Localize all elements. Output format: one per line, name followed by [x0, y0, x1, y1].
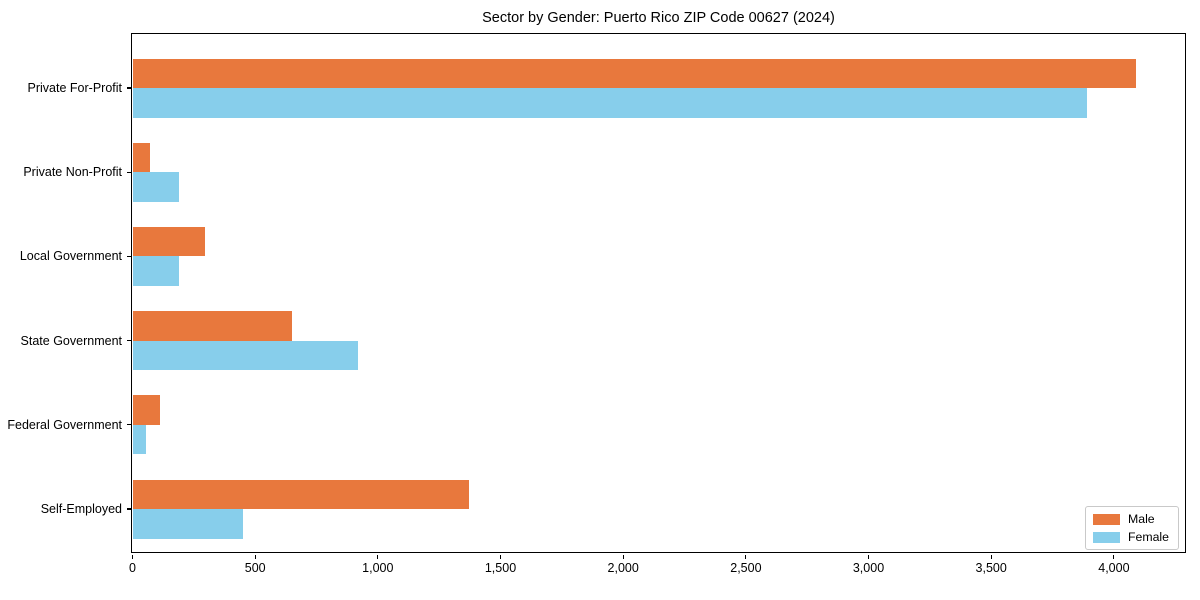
- x-tick-label: 3,500: [975, 561, 1007, 575]
- x-tick-mark: [499, 554, 502, 559]
- bar-male-private-non-profit: [132, 142, 150, 173]
- y-tick-mark: [126, 508, 131, 510]
- legend-item-female: Female: [1092, 530, 1169, 544]
- legend-label-female: Female: [1127, 530, 1169, 544]
- bar-female-state-government: [132, 340, 359, 371]
- bar-male-federal-government: [132, 395, 160, 425]
- x-tick-mark: [1113, 554, 1115, 559]
- x-tick-label: 1,000: [362, 561, 394, 575]
- y-tick-mark: [126, 340, 131, 342]
- bar-female-local-government: [132, 256, 180, 286]
- legend-swatch-male: [1092, 513, 1120, 525]
- x-tick-label: 500: [244, 561, 266, 575]
- bar-male-local-government: [132, 226, 205, 257]
- legend-label-male: Male: [1127, 512, 1155, 526]
- y-tick-mark: [126, 424, 131, 426]
- x-tick-mark: [622, 554, 624, 559]
- bar-female-federal-government: [132, 424, 146, 455]
- x-tick-label: 3,000: [852, 561, 885, 575]
- legend-item-male: Male: [1092, 512, 1169, 526]
- bar-male-private-for-profit: [132, 58, 1136, 88]
- x-tick-mark: [990, 554, 992, 559]
- bar-female-private-for-profit: [132, 88, 1087, 118]
- y-tick-label-federal-government: Federal Government: [7, 417, 122, 432]
- x-tick-label: 2,000: [607, 561, 639, 575]
- y-tick-mark: [126, 255, 131, 257]
- x-tick-label: 0: [129, 561, 136, 575]
- y-tick-label-local-government: Local Government: [19, 249, 122, 264]
- y-tick-label-self-employed: Self-Employed: [40, 502, 122, 516]
- x-tick-mark: [254, 554, 256, 559]
- y-tick-mark: [126, 171, 131, 173]
- legend: Male Female: [1084, 506, 1179, 550]
- legend-swatch-female: [1092, 531, 1120, 543]
- y-tick-label-private-for-profit: Private For-Profit: [27, 81, 122, 95]
- bar-female-private-non-profit: [132, 172, 180, 202]
- bar-male-state-government: [132, 311, 292, 341]
- x-tick-mark: [377, 554, 379, 559]
- chart-title: Sector by Gender: Puerto Rico ZIP Code 0…: [482, 10, 835, 26]
- x-tick-mark: [745, 554, 747, 559]
- y-tick-label-state-government: State Government: [20, 333, 122, 348]
- x-tick-mark: [131, 554, 134, 559]
- x-tick-mark: [867, 554, 870, 559]
- x-tick-label: 2,500: [730, 561, 762, 575]
- y-tick-label-private-non-profit: Private Non-Profit: [23, 165, 122, 180]
- x-tick-label: 1,500: [484, 561, 517, 575]
- plot-area: Male Female: [131, 33, 1186, 553]
- y-tick-mark: [126, 87, 131, 89]
- bar-female-self-employed: [132, 509, 243, 539]
- x-tick-label: 4,000: [1098, 561, 1130, 575]
- bar-male-self-employed: [132, 479, 469, 509]
